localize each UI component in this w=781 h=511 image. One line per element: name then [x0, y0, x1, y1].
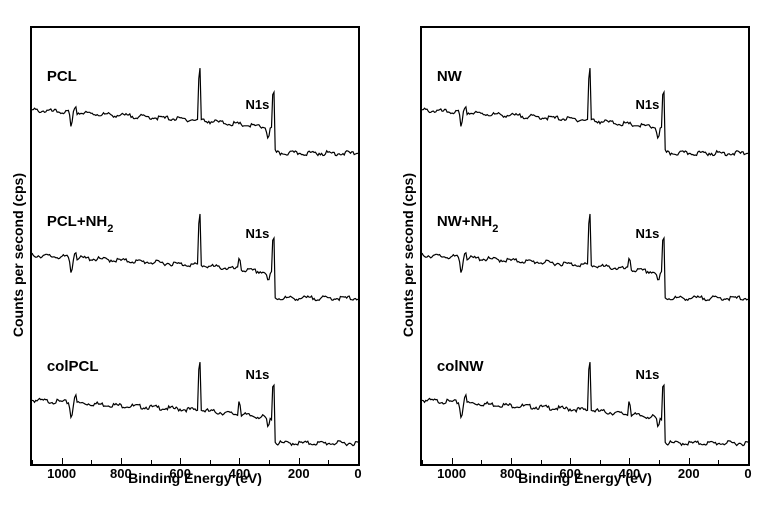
figure: Counts per second (cps) PCL N1s PCL+NH2 N1s… [0, 0, 781, 511]
x-tick-mark [748, 458, 749, 464]
series-label: colNW [437, 358, 485, 375]
x-ticks-right: 1000 800 600 400 200 0 [422, 466, 748, 486]
x-tick-mark [570, 458, 571, 464]
x-tick-label: 0 [354, 466, 361, 481]
x-minor-tick [481, 460, 482, 464]
x-tick-label: 1000 [47, 466, 76, 481]
x-ticks-left: 1000 800 600 400 200 0 [32, 466, 358, 486]
x-tick-mark [180, 458, 181, 464]
x-minor-tick [422, 460, 423, 464]
series-label: PCL [47, 68, 77, 85]
x-tick-label: 400 [229, 466, 251, 481]
x-tick-mark [452, 458, 453, 464]
spectrum-trace [422, 68, 748, 156]
x-tick-mark [299, 458, 300, 464]
y-axis-label-right: Counts per second (cps) [400, 173, 416, 337]
left-panel-wrap: Counts per second (cps) PCL N1s PCL+NH2 N1s… [10, 20, 360, 491]
series-label: NW+NH2 [437, 213, 499, 235]
x-tick-label: 600 [169, 466, 191, 481]
series-label: NW [437, 68, 463, 85]
x-tick-label: 0 [744, 466, 751, 481]
n1s-label: N1s [245, 97, 269, 112]
x-tick-mark [62, 458, 63, 464]
x-tick-label: 200 [288, 466, 310, 481]
x-minor-tick [32, 460, 33, 464]
spectra-svg: PCL N1s PCL+NH2 N1s colPCL N1s [32, 28, 358, 464]
x-tick-mark [629, 458, 630, 464]
x-minor-tick [328, 460, 329, 464]
left-panel: PCLN1sPCL+NH2N1scolPCLN1s 10008006004002… [30, 26, 360, 466]
series-label: PCL+NH2 [47, 213, 114, 235]
n1s-label: N1s [635, 97, 659, 112]
series-label: colPCL [47, 358, 99, 375]
x-minor-tick [541, 460, 542, 464]
n1s-label: N1s [635, 226, 659, 241]
spectra-svg: NW N1s NW+NH2 N1s colNW N1s [422, 28, 748, 464]
x-tick-mark [358, 458, 359, 464]
x-minor-tick [600, 460, 601, 464]
y-axis-label: Counts per second (cps) [10, 173, 26, 337]
x-minor-tick [151, 460, 152, 464]
x-minor-tick [659, 460, 660, 464]
x-tick-mark [511, 458, 512, 464]
x-tick-mark [689, 458, 690, 464]
n1s-label: N1s [245, 367, 269, 382]
x-tick-label: 400 [619, 466, 641, 481]
x-tick-label: 600 [559, 466, 581, 481]
right-panel: NWN1sNW+NH2N1scolNWN1s 10008006004002000 [420, 26, 750, 466]
x-tick-label: 1000 [437, 466, 466, 481]
n1s-label: N1s [245, 226, 269, 241]
x-tick-mark [239, 458, 240, 464]
x-tick-label: 800 [110, 466, 132, 481]
right-panel-wrap: Counts per second (cps) NW N1s NW+NH2 N1s co… [400, 20, 750, 491]
x-tick-label: 200 [678, 466, 700, 481]
x-minor-tick [718, 460, 719, 464]
n1s-label: N1s [635, 367, 659, 382]
x-minor-tick [91, 460, 92, 464]
x-tick-label: 800 [500, 466, 522, 481]
x-tick-mark [121, 458, 122, 464]
x-minor-tick [210, 460, 211, 464]
x-minor-tick [269, 460, 270, 464]
spectrum-trace [32, 68, 358, 156]
